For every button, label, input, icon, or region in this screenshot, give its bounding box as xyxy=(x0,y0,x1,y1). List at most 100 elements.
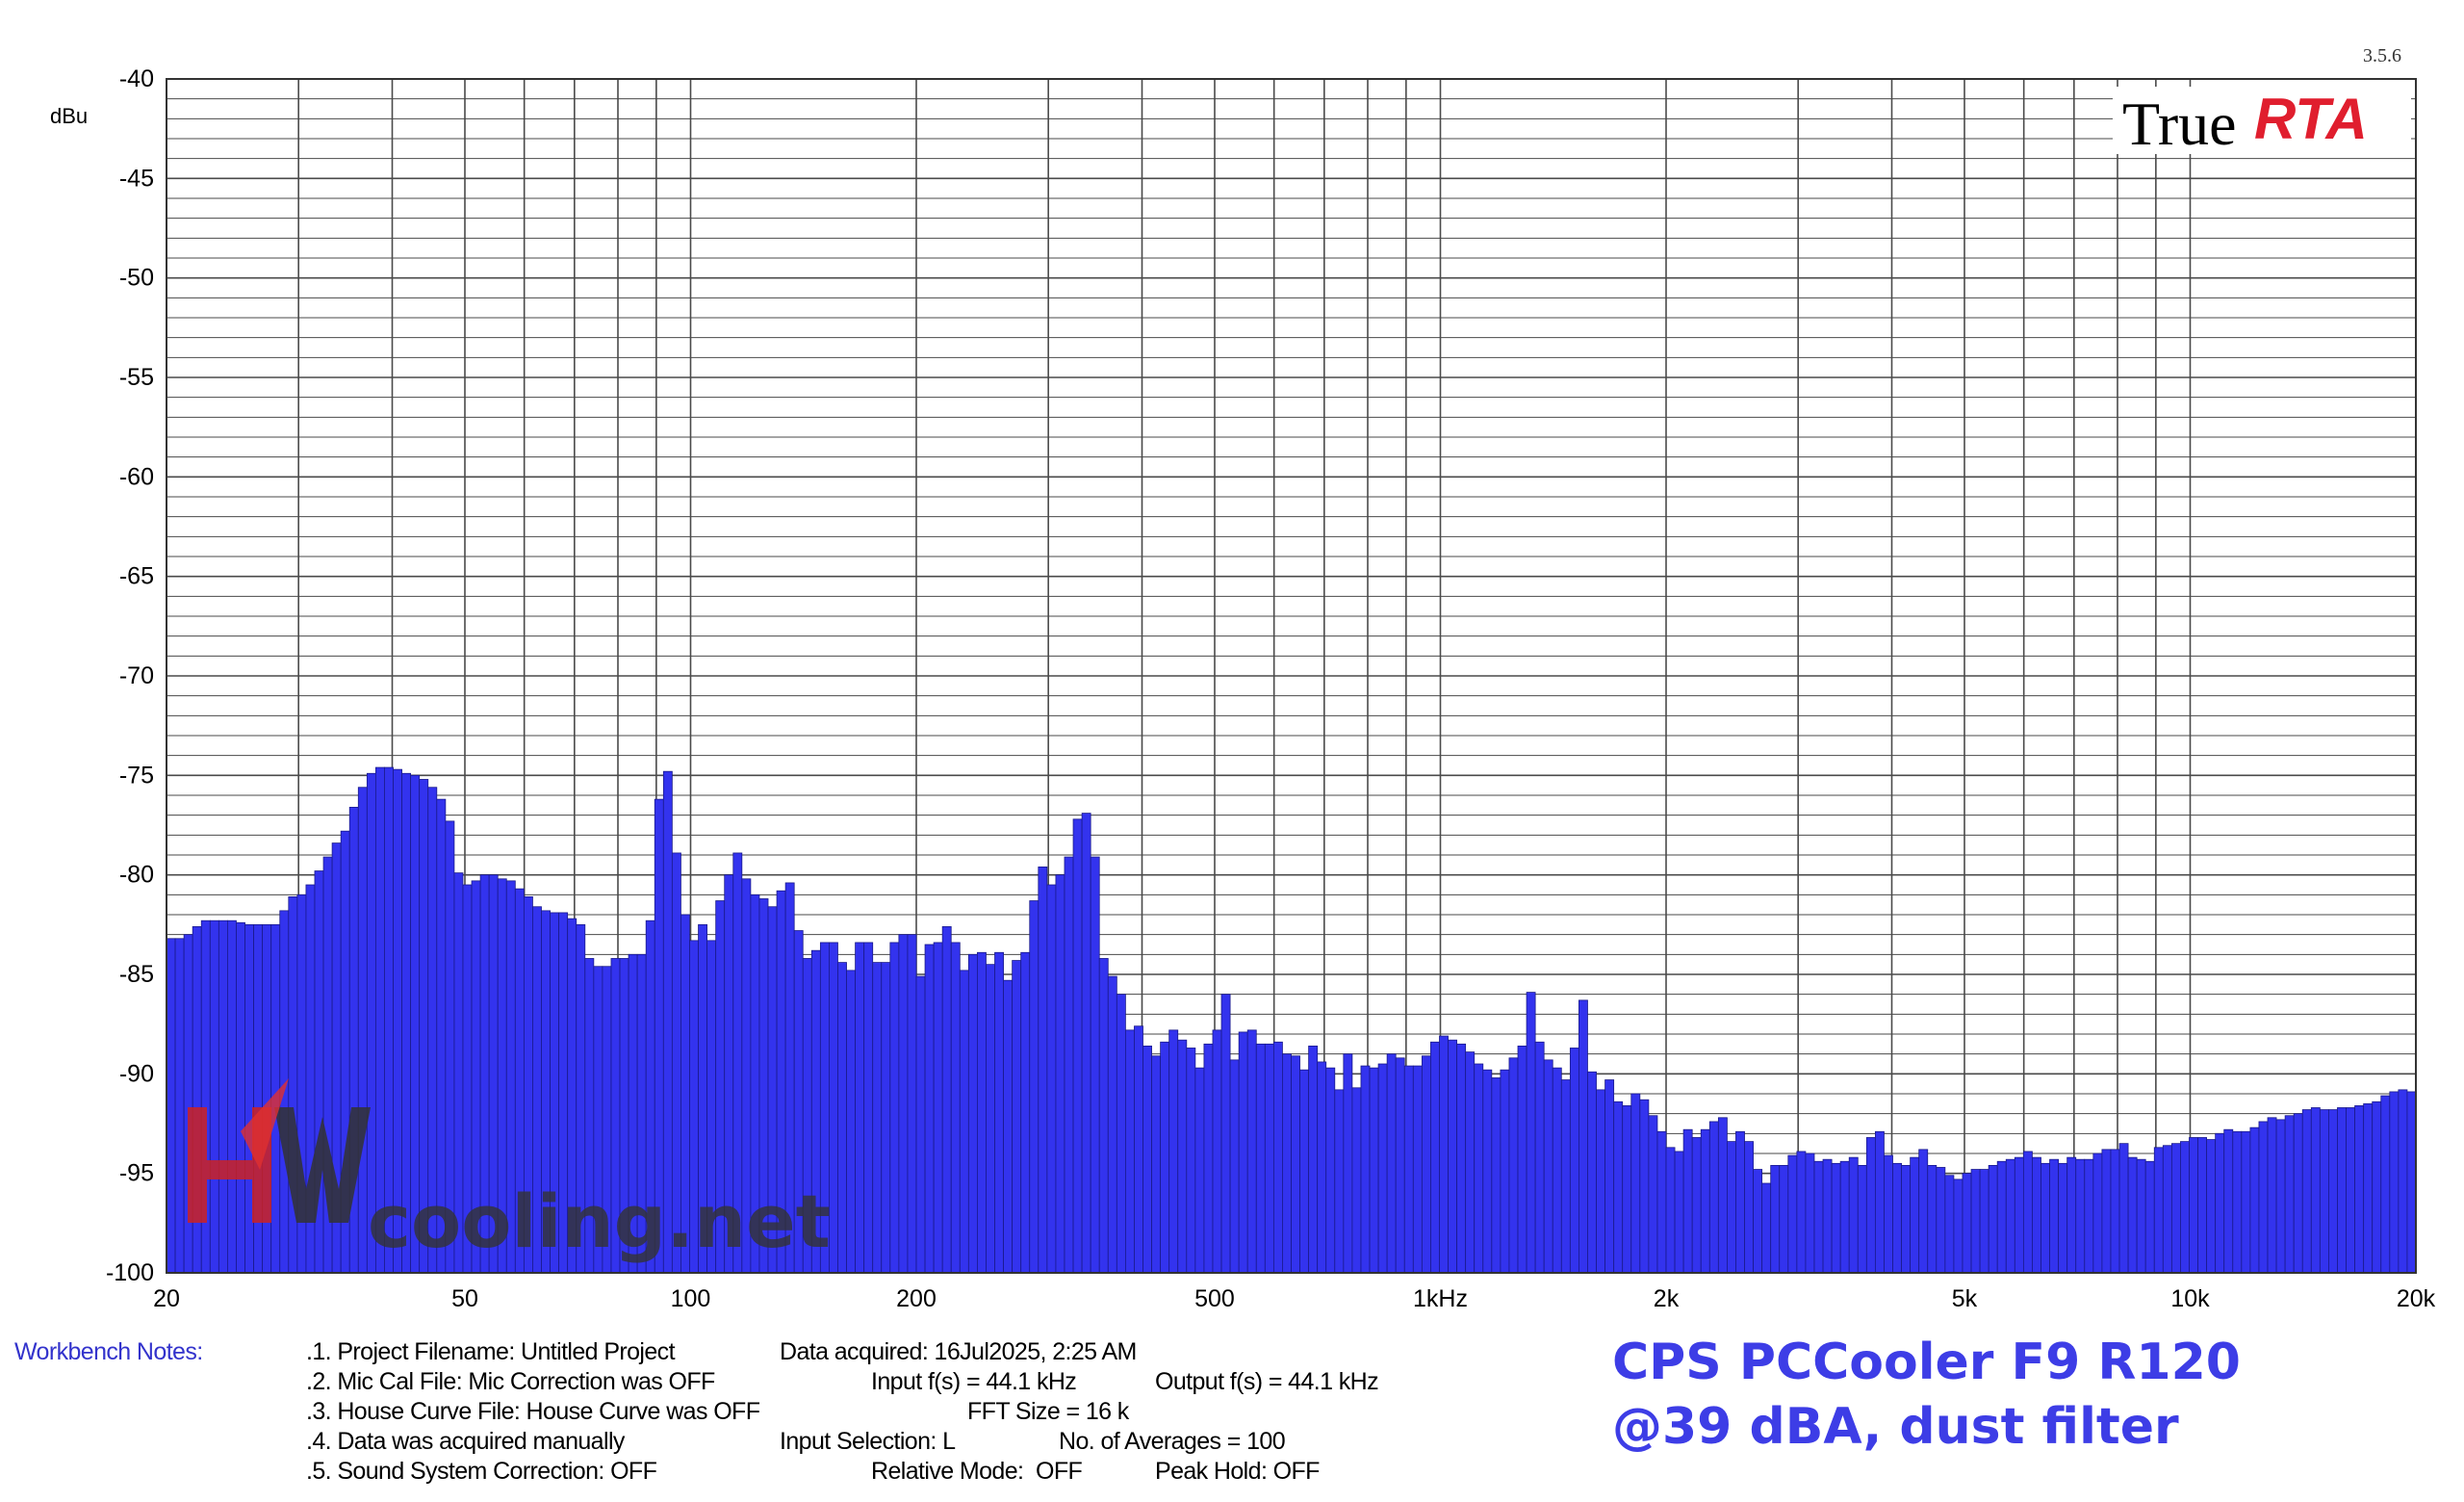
bar xyxy=(1892,1162,1902,1274)
bar xyxy=(2337,1107,2347,1274)
note-item-1: .1. Project Filename: Untitled Project xyxy=(306,1338,676,1365)
bar xyxy=(2032,1156,2041,1274)
bar xyxy=(1168,1029,1179,1274)
bar xyxy=(1822,1158,1833,1274)
x-tick-label: 20 xyxy=(153,1285,180,1312)
bar xyxy=(1569,1048,1579,1274)
bar xyxy=(1656,1130,1667,1274)
caption-line-2: @39 dBA, dust filter xyxy=(1612,1398,2179,1456)
y-tick-label: -90 xyxy=(119,1060,154,1087)
bar xyxy=(1918,1149,1929,1274)
bar xyxy=(977,951,987,1274)
bar xyxy=(1142,1046,1152,1274)
y-axis-label: dBu xyxy=(50,104,88,128)
bar xyxy=(872,962,883,1274)
bar xyxy=(1787,1154,1798,1274)
bar xyxy=(1020,951,1031,1274)
bar xyxy=(1665,1147,1676,1274)
bar xyxy=(1386,1053,1397,1274)
bar xyxy=(1622,1105,1632,1274)
bar xyxy=(1308,1046,1319,1274)
bar xyxy=(2301,1109,2312,1274)
bar xyxy=(1936,1167,1946,1274)
bar xyxy=(1124,1029,1135,1274)
workbench-notes-label: Workbench Notes: xyxy=(14,1338,203,1365)
y-tick-label: -70 xyxy=(119,662,154,689)
bar xyxy=(855,942,865,1274)
x-tick-label: 100 xyxy=(671,1285,711,1312)
bar xyxy=(1944,1175,1955,1274)
bar xyxy=(1910,1156,1920,1274)
bar xyxy=(2075,1158,2086,1274)
bar xyxy=(1212,1029,1222,1274)
bar xyxy=(1377,1063,1388,1274)
y-tick-label: -50 xyxy=(119,265,154,292)
bar xyxy=(1613,1101,1624,1274)
bar xyxy=(1474,1063,1484,1274)
bar xyxy=(2293,1113,2303,1274)
bar xyxy=(2380,1095,2391,1274)
y-axis-ticks: -40 -45 -50 -55 -60 -65 -70 -75 -80 -85 -90 -95 -100 xyxy=(106,65,154,1286)
bar xyxy=(1282,1053,1292,1274)
bar xyxy=(2267,1117,2277,1274)
bar xyxy=(1500,1069,1510,1274)
bar xyxy=(1395,1057,1405,1274)
bar xyxy=(2014,1156,2024,1274)
bar xyxy=(933,942,943,1274)
relative-mode-text: Relative Mode: OFF xyxy=(871,1458,1083,1485)
bar xyxy=(1857,1165,1867,1274)
bar xyxy=(1072,818,1083,1274)
bar xyxy=(1744,1141,1754,1274)
bar xyxy=(218,919,228,1274)
bar xyxy=(2118,1143,2129,1274)
bar xyxy=(2162,1145,2172,1274)
bar xyxy=(2223,1128,2234,1274)
note-item-3: .3. House Curve File: House Curve was OF… xyxy=(306,1398,760,1425)
bar xyxy=(1587,1071,1597,1274)
bar xyxy=(2110,1149,2120,1274)
note-item-4: .4. Data was acquired manually xyxy=(306,1428,625,1455)
bar xyxy=(1090,856,1100,1274)
bar xyxy=(2206,1139,2217,1274)
note-item-2: .2. Mic Cal File: Mic Correction was OFF xyxy=(306,1368,715,1395)
bar xyxy=(1517,1046,1527,1274)
bar xyxy=(1038,867,1048,1274)
x-tick-label: 10k xyxy=(2170,1285,2210,1312)
bar xyxy=(1865,1137,1876,1274)
bar xyxy=(1456,1043,1467,1274)
bar xyxy=(1255,1043,1266,1274)
bar xyxy=(1430,1041,1440,1274)
bar xyxy=(2049,1158,2060,1274)
bar xyxy=(2180,1141,2190,1274)
bar xyxy=(1264,1043,1274,1274)
y-tick-label: -40 xyxy=(119,65,154,92)
bar xyxy=(1177,1039,1188,1274)
bar xyxy=(1953,1178,1964,1274)
bar xyxy=(236,921,245,1274)
bar xyxy=(1325,1067,1336,1274)
bar xyxy=(1194,1067,1205,1274)
x-tick-label: 500 xyxy=(1194,1285,1235,1312)
bar xyxy=(2275,1119,2286,1274)
hwcooling-watermark-logo: cooling.net xyxy=(188,1078,831,1264)
bar xyxy=(1046,884,1057,1274)
data-acquired-text: Data acquired: 16Jul2025, 2:25 AM xyxy=(780,1338,1137,1365)
bar xyxy=(1901,1165,1912,1274)
bar xyxy=(1962,1173,1972,1274)
output-fs-text: Output f(s) = 44.1 kHz xyxy=(1155,1368,1379,1395)
bar xyxy=(2189,1137,2198,1274)
bar xyxy=(1674,1151,1684,1274)
bar xyxy=(1317,1061,1327,1274)
bar xyxy=(2153,1147,2164,1274)
peak-hold-text: Peak Hold: OFF xyxy=(1155,1458,1320,1485)
bar xyxy=(2066,1156,2077,1274)
bar xyxy=(1979,1169,1989,1274)
bar xyxy=(2197,1137,2208,1274)
y-tick-label: -75 xyxy=(119,762,154,789)
version-label: 3.5.6 xyxy=(2363,45,2401,66)
bar xyxy=(1526,992,1536,1274)
bar xyxy=(2215,1132,2225,1274)
bar xyxy=(2389,1091,2400,1274)
bar xyxy=(1203,1043,1214,1274)
bar xyxy=(1107,975,1117,1274)
